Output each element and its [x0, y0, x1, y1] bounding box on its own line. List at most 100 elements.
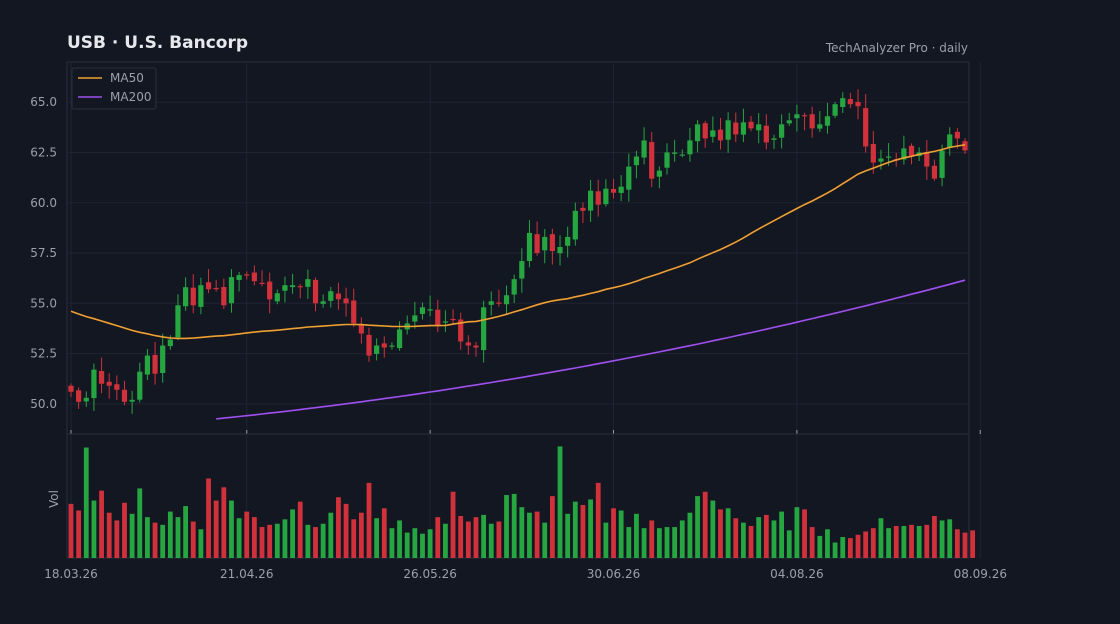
- chart-title: USB · U.S. Bancorp: [67, 33, 248, 53]
- volume-bar: [488, 523, 494, 558]
- candle-body: [121, 389, 128, 402]
- candle-body: [855, 101, 861, 107]
- volume-bar: [68, 503, 74, 558]
- volume-bar: [771, 520, 777, 558]
- candle-body: [91, 369, 97, 399]
- candle-body: [687, 140, 693, 155]
- candle-body: [526, 232, 533, 261]
- volume-bar: [496, 521, 502, 558]
- volume-bar: [145, 517, 150, 558]
- candle-body: [68, 385, 74, 392]
- volume-bar: [718, 509, 723, 558]
- candle-body: [496, 302, 502, 304]
- volume-bar: [160, 524, 166, 558]
- volume-bar: [924, 524, 930, 558]
- candle-body: [717, 129, 724, 141]
- candle-body: [863, 108, 869, 147]
- candle-body: [656, 170, 662, 177]
- volume-bar: [611, 508, 616, 558]
- candle-body: [76, 390, 82, 402]
- volume-bar: [213, 500, 219, 558]
- volume-bar: [435, 517, 441, 558]
- volume-bar: [412, 528, 418, 558]
- volume-bar: [695, 496, 700, 558]
- candle-body: [939, 150, 945, 178]
- volume-bar: [83, 447, 89, 558]
- volume-bar: [672, 527, 678, 558]
- candle-body: [649, 142, 655, 179]
- volume-bar: [481, 514, 487, 558]
- candle-body: [840, 98, 846, 108]
- volume-bar: [290, 509, 295, 558]
- candle-body: [473, 345, 479, 348]
- volume-bar: [504, 495, 509, 558]
- volume-bar: [878, 518, 884, 558]
- candle-body: [534, 234, 540, 254]
- volume-bar: [863, 531, 869, 558]
- volume-bar: [542, 522, 548, 558]
- candle-body: [610, 188, 617, 193]
- candle-body: [947, 134, 953, 148]
- volume-bar: [901, 525, 907, 558]
- candle-body: [817, 124, 823, 129]
- y-tick-label: 52.5: [30, 347, 57, 361]
- candle-body: [83, 397, 89, 402]
- candle-body: [175, 305, 181, 338]
- volume-bar: [748, 525, 754, 558]
- candle-body: [748, 121, 754, 129]
- volume-bar: [313, 527, 318, 558]
- candle-body: [137, 371, 143, 400]
- candle-body: [465, 342, 471, 346]
- volume-bar: [381, 508, 387, 558]
- volume-bar: [404, 532, 410, 558]
- volume-axis-label: Vol: [47, 490, 61, 508]
- candle-body: [587, 190, 594, 211]
- candle-body: [289, 285, 296, 288]
- candle-body: [664, 152, 670, 168]
- candle-body: [908, 145, 915, 157]
- volume-bar: [687, 512, 693, 558]
- volume-bar: [626, 527, 632, 558]
- volume-bar: [328, 512, 334, 558]
- volume-bar: [855, 534, 861, 558]
- candle-body: [267, 281, 273, 300]
- candle-body: [335, 293, 342, 300]
- volume-bar: [603, 522, 609, 558]
- candle-body: [733, 122, 739, 135]
- volume-bar: [847, 538, 853, 558]
- volume-bar: [175, 517, 181, 558]
- volume-bar: [450, 491, 456, 558]
- candle-body: [878, 158, 884, 162]
- candle-body: [198, 285, 204, 307]
- volume-bar: [679, 520, 685, 558]
- candle-body: [901, 148, 907, 160]
- volume-bar: [366, 482, 372, 558]
- candle-body: [672, 152, 678, 154]
- y-tick-label: 57.5: [30, 246, 57, 260]
- volume-bar: [106, 512, 112, 558]
- volume-bar: [832, 542, 838, 558]
- candle-body: [626, 166, 632, 190]
- candle-body: [702, 123, 708, 139]
- candle-body: [595, 191, 601, 205]
- candle-body: [183, 287, 189, 307]
- chart-source: TechAnalyzer Pro · daily: [825, 41, 968, 55]
- volume-bar: [656, 528, 662, 558]
- candle-body: [779, 124, 785, 138]
- candle-body: [725, 120, 731, 140]
- volume-bar: [527, 512, 532, 558]
- volume-bar: [122, 502, 127, 558]
- volume-bar: [320, 523, 326, 558]
- volume-bar: [664, 527, 670, 558]
- volume-bar: [741, 522, 746, 558]
- volume-bar: [297, 501, 303, 558]
- volume-bar: [336, 497, 341, 558]
- y-tick-label: 60.0: [30, 196, 57, 210]
- volume-bar: [198, 529, 204, 558]
- volume-bar: [786, 530, 792, 558]
- volume-bar: [343, 503, 349, 558]
- volume-bar: [916, 525, 922, 558]
- candle-body: [488, 301, 494, 305]
- candle-body: [549, 234, 555, 252]
